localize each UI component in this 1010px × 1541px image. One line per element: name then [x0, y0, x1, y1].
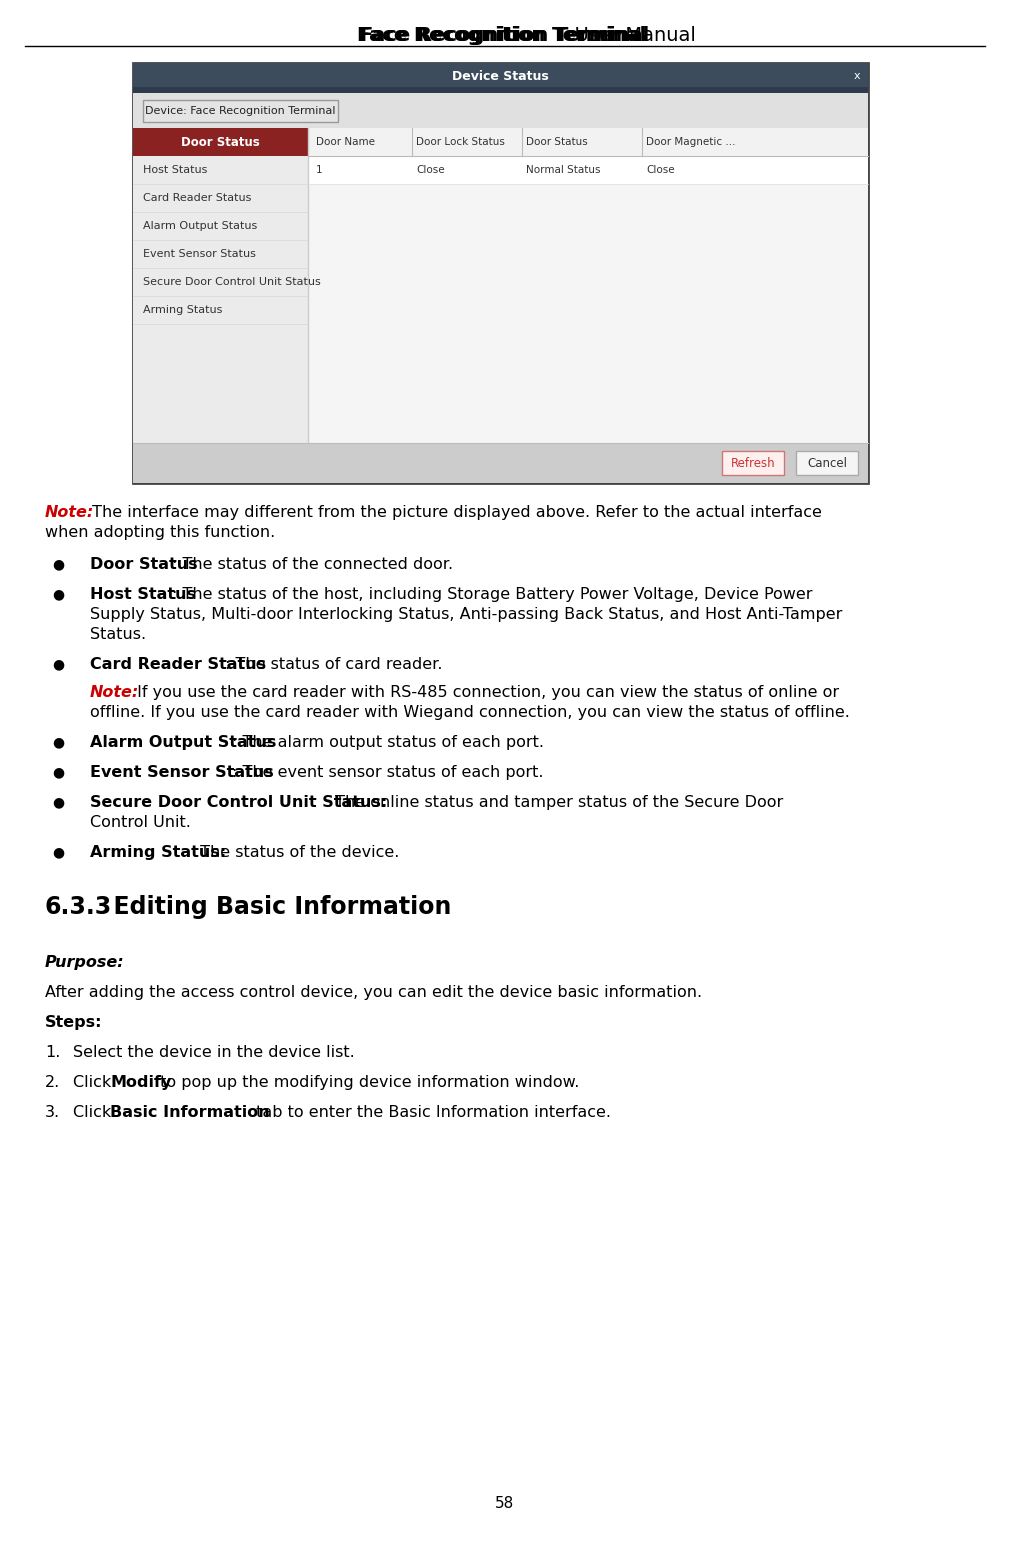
Text: when adopting this function.: when adopting this function.: [45, 525, 276, 539]
Text: The interface may different from the picture displayed above. Refer to the actua: The interface may different from the pic…: [87, 505, 822, 519]
Text: Host Status: Host Status: [90, 587, 196, 603]
Text: ●: ●: [52, 735, 64, 749]
Text: Arming Status:: Arming Status:: [90, 844, 226, 860]
Text: User Manual: User Manual: [562, 26, 696, 45]
Text: Cancel: Cancel: [807, 456, 847, 470]
Text: After adding the access control device, you can edit the device basic informatio: After adding the access control device, …: [45, 985, 702, 1000]
Text: Secure Door Control Unit Status: Secure Door Control Unit Status: [143, 277, 321, 287]
Text: to pop up the modifying device information window.: to pop up the modifying device informati…: [155, 1076, 580, 1089]
Text: : The event sensor status of each port.: : The event sensor status of each port.: [232, 764, 544, 780]
Text: Click: Click: [73, 1076, 116, 1089]
Text: 58: 58: [495, 1496, 515, 1512]
Text: : The status of card reader.: : The status of card reader.: [225, 656, 442, 672]
Bar: [308, 156, 868, 183]
Text: Card Reader Status: Card Reader Status: [143, 193, 251, 203]
Text: Purpose:: Purpose:: [45, 955, 124, 969]
Text: ●: ●: [52, 795, 64, 809]
Text: If you use the card reader with RS-485 connection, you can view the status of on: If you use the card reader with RS-485 c…: [132, 686, 839, 700]
Text: Close: Close: [416, 165, 444, 176]
Text: ●: ●: [52, 764, 64, 780]
Text: Event Sensor Status: Event Sensor Status: [90, 764, 274, 780]
Text: Device: Face Recognition Terminal: Device: Face Recognition Terminal: [145, 105, 335, 116]
Text: Note:: Note:: [45, 505, 94, 519]
Text: Refresh: Refresh: [730, 456, 776, 470]
Text: Select the device in the device list.: Select the device in the device list.: [73, 1045, 355, 1060]
Text: Normal Status: Normal Status: [526, 165, 601, 176]
Text: Status.: Status.: [90, 627, 146, 643]
Bar: [308, 128, 868, 156]
Text: Control Unit.: Control Unit.: [90, 815, 191, 831]
Text: Door Name: Door Name: [316, 137, 375, 146]
Text: Modify: Modify: [110, 1076, 172, 1089]
Text: Door Magnetic ...: Door Magnetic ...: [646, 137, 735, 146]
Text: Event Sensor Status: Event Sensor Status: [143, 250, 256, 259]
Text: 2.: 2.: [45, 1076, 61, 1089]
Bar: [133, 156, 308, 442]
Text: Face Recognition Terminal: Face Recognition Terminal: [361, 26, 649, 45]
Text: : The status of the connected door.: : The status of the connected door.: [173, 556, 453, 572]
Text: Note:: Note:: [90, 686, 139, 700]
Text: Steps:: Steps:: [45, 1016, 102, 1029]
Text: Alarm Output Status: Alarm Output Status: [143, 220, 258, 231]
Text: Host Status: Host Status: [143, 165, 207, 176]
Text: 6.3.3: 6.3.3: [45, 895, 112, 918]
Text: Close: Close: [646, 165, 675, 176]
Bar: [133, 86, 868, 92]
Bar: [133, 63, 868, 482]
Bar: [133, 63, 868, 92]
Text: : The status of the host, including Storage Battery Power Voltage, Device Power: : The status of the host, including Stor…: [173, 587, 813, 603]
Text: Door Status: Door Status: [90, 556, 198, 572]
Bar: [308, 156, 868, 442]
Text: The status of the device.: The status of the device.: [195, 844, 399, 860]
Text: Door Status: Door Status: [526, 137, 588, 146]
Text: ●: ●: [52, 587, 64, 601]
Text: Supply Status, Multi-door Interlocking Status, Anti-passing Back Status, and Hos: Supply Status, Multi-door Interlocking S…: [90, 607, 842, 623]
Text: : The alarm output status of each port.: : The alarm output status of each port.: [232, 735, 544, 750]
Bar: [133, 128, 308, 156]
Text: ●: ●: [52, 844, 64, 858]
Text: Arming Status: Arming Status: [143, 305, 222, 314]
Bar: [722, 452, 784, 475]
Text: Face Recognition Terminal: Face Recognition Terminal: [357, 26, 646, 45]
Text: offline. If you use the card reader with Wiegand connection, you can view the st: offline. If you use the card reader with…: [90, 704, 849, 720]
Text: The online status and tamper status of the Secure Door: The online status and tamper status of t…: [330, 795, 783, 811]
Text: tab to enter the Basic Information interface.: tab to enter the Basic Information inter…: [251, 1105, 611, 1120]
Bar: [133, 442, 868, 482]
Bar: [796, 452, 858, 475]
Text: x: x: [853, 71, 860, 82]
Text: Basic Information: Basic Information: [110, 1105, 270, 1120]
Text: 1.: 1.: [45, 1045, 61, 1060]
Text: Device Status: Device Status: [452, 69, 548, 83]
Text: Alarm Output Status: Alarm Output Status: [90, 735, 277, 750]
Text: Editing Basic Information: Editing Basic Information: [97, 895, 451, 918]
Text: Secure Door Control Unit Status:: Secure Door Control Unit Status:: [90, 795, 387, 811]
Text: Click: Click: [73, 1105, 116, 1120]
Text: Door Lock Status: Door Lock Status: [416, 137, 505, 146]
Text: ●: ●: [52, 656, 64, 670]
Text: 3.: 3.: [45, 1105, 61, 1120]
Bar: [143, 100, 338, 122]
Text: 1: 1: [316, 165, 322, 176]
Text: Door Status: Door Status: [181, 136, 260, 148]
Text: ●: ●: [52, 556, 64, 572]
Bar: [133, 92, 868, 128]
Text: Card Reader Status: Card Reader Status: [90, 656, 266, 672]
